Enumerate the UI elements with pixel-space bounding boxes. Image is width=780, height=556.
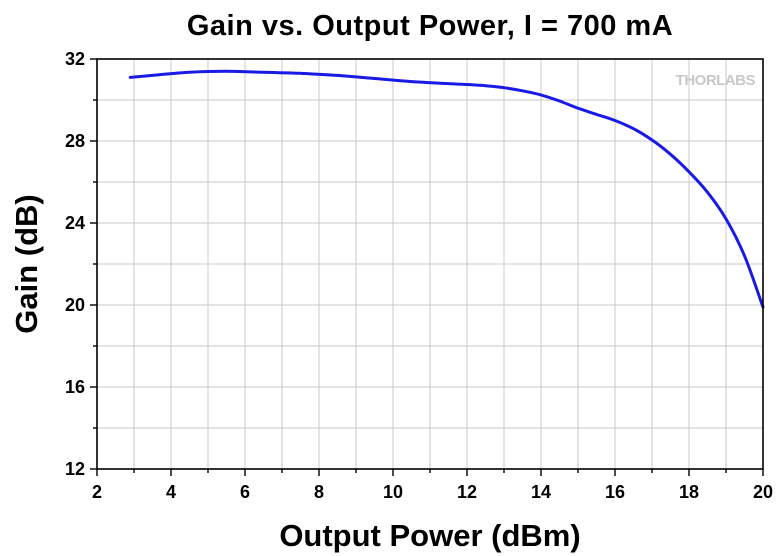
x-tick-label: 20 [753, 482, 773, 502]
y-tick-label: 12 [65, 459, 85, 479]
x-tick-label: 8 [314, 482, 324, 502]
chart-title: Gain vs. Output Power, I = 700 mA [187, 10, 673, 42]
grid-lines [97, 59, 763, 469]
series-line-gain [128, 69, 765, 309]
y-tick-label: 20 [65, 295, 85, 315]
thorlabs-logo: THORLABS [676, 72, 756, 89]
y-tick-label: 28 [65, 131, 85, 151]
x-tick-label: 14 [531, 482, 551, 502]
x-tick-label: 18 [679, 482, 699, 502]
x-tick-label: 10 [383, 482, 403, 502]
x-axis-label: Output Power (dBm) [279, 518, 580, 553]
x-tick-label: 6 [240, 482, 250, 502]
series-layer [128, 69, 765, 309]
x-tick-label: 16 [605, 482, 625, 502]
x-tick-label: 2 [92, 482, 102, 502]
y-tick-label: 32 [65, 49, 85, 69]
y-axis-label: Gain (dB) [9, 194, 44, 334]
y-tick-label: 24 [65, 213, 85, 233]
y-tick-label: 16 [65, 377, 85, 397]
x-tick-label: 4 [166, 482, 176, 502]
x-tick-label: 12 [457, 482, 477, 502]
